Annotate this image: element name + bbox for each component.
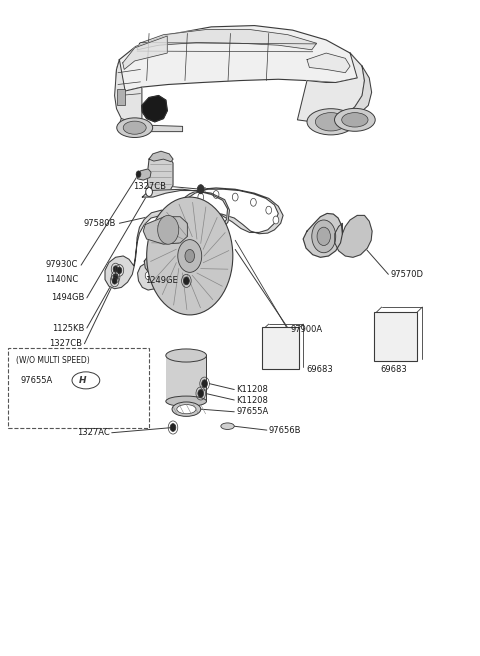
Circle shape	[147, 197, 233, 315]
Polygon shape	[123, 36, 167, 70]
Circle shape	[112, 277, 117, 284]
Circle shape	[266, 206, 272, 214]
Circle shape	[113, 266, 118, 272]
Polygon shape	[116, 26, 362, 91]
Text: H: H	[79, 376, 87, 385]
Circle shape	[273, 216, 279, 224]
Text: 1249GE: 1249GE	[145, 276, 178, 285]
Text: 1327AC: 1327AC	[77, 428, 110, 438]
Circle shape	[136, 171, 141, 177]
Text: 69683: 69683	[306, 365, 333, 374]
Text: 97570D: 97570D	[390, 270, 423, 279]
Circle shape	[213, 190, 219, 198]
Text: K11208: K11208	[236, 396, 268, 405]
Bar	[166, 356, 206, 401]
Polygon shape	[142, 96, 167, 122]
Polygon shape	[335, 215, 372, 257]
Circle shape	[185, 249, 194, 262]
Circle shape	[202, 380, 207, 388]
Text: (W/O MULTI SPEED): (W/O MULTI SPEED)	[16, 356, 90, 365]
Text: 97655A: 97655A	[236, 407, 268, 417]
Polygon shape	[137, 30, 317, 50]
Ellipse shape	[72, 372, 100, 389]
Circle shape	[183, 277, 189, 285]
Ellipse shape	[166, 396, 206, 407]
Circle shape	[157, 215, 179, 244]
Polygon shape	[120, 119, 182, 132]
Text: 97900A: 97900A	[290, 325, 323, 334]
Circle shape	[151, 276, 157, 283]
Polygon shape	[147, 153, 173, 194]
Circle shape	[312, 220, 336, 253]
Text: 97655A: 97655A	[21, 376, 53, 385]
Circle shape	[117, 267, 122, 274]
Circle shape	[113, 274, 118, 280]
Ellipse shape	[117, 118, 153, 138]
Ellipse shape	[177, 405, 196, 414]
Circle shape	[146, 187, 153, 196]
Ellipse shape	[307, 109, 355, 135]
Text: 97580B: 97580B	[83, 218, 116, 228]
Circle shape	[232, 193, 238, 201]
Ellipse shape	[166, 349, 206, 362]
Ellipse shape	[123, 121, 146, 134]
Ellipse shape	[315, 113, 347, 131]
Polygon shape	[138, 188, 283, 290]
Polygon shape	[105, 189, 229, 289]
Ellipse shape	[221, 423, 234, 430]
Circle shape	[198, 193, 204, 201]
Bar	[117, 89, 125, 106]
Text: 1140NC: 1140NC	[45, 275, 78, 284]
Ellipse shape	[342, 113, 368, 127]
Text: 97930C: 97930C	[46, 260, 78, 269]
FancyBboxPatch shape	[8, 348, 149, 428]
Polygon shape	[115, 60, 142, 127]
Text: 69683: 69683	[381, 365, 408, 374]
Polygon shape	[144, 253, 164, 276]
Polygon shape	[137, 169, 151, 180]
Text: 1327CB: 1327CB	[49, 339, 82, 348]
Circle shape	[197, 184, 204, 194]
Circle shape	[170, 424, 176, 432]
FancyBboxPatch shape	[373, 312, 417, 361]
Polygon shape	[144, 216, 187, 244]
Polygon shape	[149, 152, 173, 162]
Polygon shape	[307, 53, 350, 73]
Circle shape	[317, 227, 330, 245]
Text: 1327CB: 1327CB	[133, 182, 166, 191]
Circle shape	[178, 239, 202, 272]
FancyBboxPatch shape	[262, 327, 299, 369]
Text: K11208: K11208	[236, 385, 268, 394]
Circle shape	[251, 198, 256, 206]
Circle shape	[198, 390, 204, 398]
Text: 1125KB: 1125KB	[52, 323, 84, 333]
Ellipse shape	[172, 402, 201, 417]
Circle shape	[145, 272, 151, 279]
Ellipse shape	[335, 108, 375, 131]
Polygon shape	[298, 53, 364, 122]
Text: 1494GB: 1494GB	[51, 293, 84, 302]
Polygon shape	[345, 66, 372, 117]
Text: 97656B: 97656B	[269, 426, 301, 435]
Polygon shape	[303, 213, 342, 257]
